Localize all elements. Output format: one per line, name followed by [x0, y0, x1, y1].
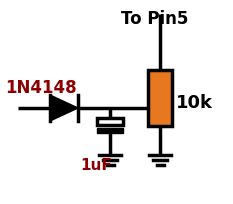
Bar: [148, 70, 172, 126]
Text: 10k: 10k: [176, 94, 213, 112]
Text: 1uF: 1uF: [80, 158, 112, 173]
Text: To Pin5: To Pin5: [121, 10, 189, 28]
Text: 1N4148: 1N4148: [5, 79, 77, 97]
Polygon shape: [50, 95, 78, 121]
Bar: [97, 118, 123, 125]
Bar: [97, 128, 123, 133]
